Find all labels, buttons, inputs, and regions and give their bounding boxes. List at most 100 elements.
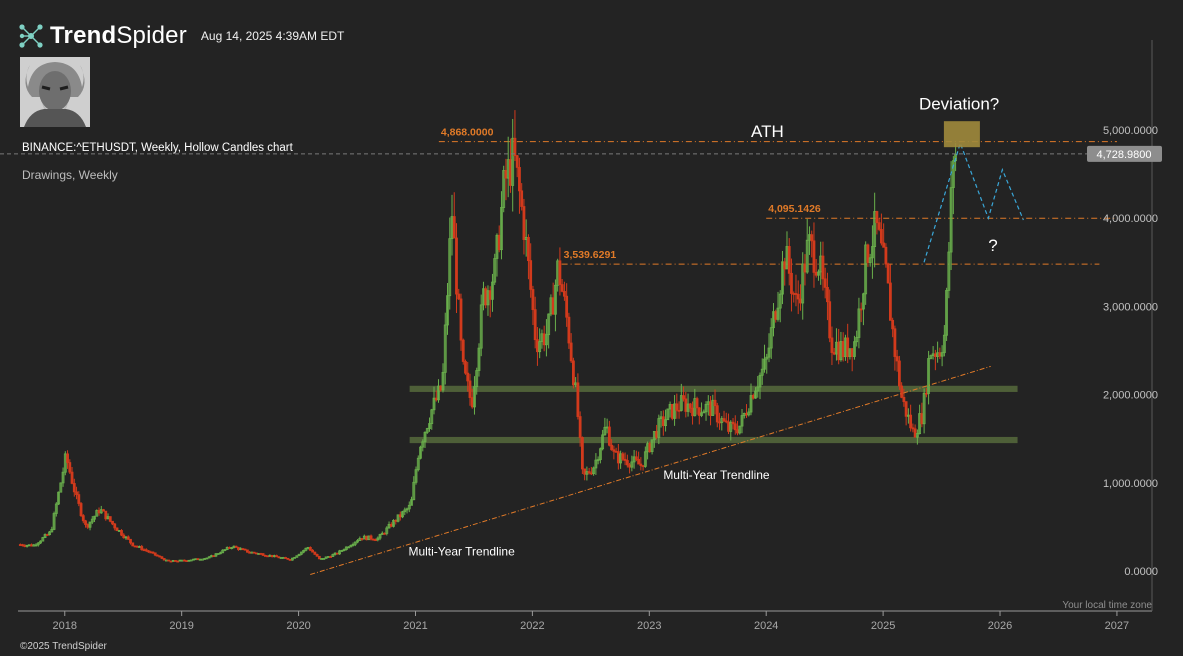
candle-body: [475, 370, 479, 388]
x-tick-label: 2020: [286, 620, 310, 632]
candle-body: [140, 546, 144, 551]
candle-body: [778, 293, 782, 309]
timezone-label: Your local time zone: [1062, 600, 1152, 611]
candle-body: [488, 290, 492, 300]
candle-body: [81, 515, 85, 522]
candle-body: [862, 293, 865, 310]
candle-body: [886, 263, 890, 284]
candle-body: [144, 549, 148, 552]
axes: 2018 2019 2020 2021 2022 2023 2024 2025 2026 2027…: [0, 40, 1162, 632]
candle-body: [376, 537, 380, 541]
candle-body: [531, 289, 535, 311]
candle-body: [68, 462, 72, 473]
candle-body: [347, 546, 350, 549]
candle-body: [349, 545, 353, 548]
candle-body: [643, 451, 647, 467]
candle-body: [329, 556, 332, 558]
candle-body: [493, 258, 497, 283]
candle-body: [929, 355, 933, 359]
candle-body: [165, 559, 168, 562]
candle-body: [794, 293, 798, 295]
candle-body: [371, 538, 375, 541]
candle-body: [850, 348, 854, 357]
candle-body: [50, 529, 54, 533]
candle-body: [479, 304, 483, 349]
candle-body: [374, 539, 377, 542]
candle-body: [180, 559, 184, 562]
candle-body: [419, 446, 422, 459]
candle-body: [61, 471, 65, 484]
candle-body: [369, 535, 373, 540]
candle-body: [783, 261, 787, 270]
y-tick-label: 3,000.0000: [1103, 301, 1158, 313]
candle-body: [54, 503, 58, 514]
candle-body: [299, 551, 303, 555]
candle-body: [796, 293, 800, 300]
candle-body: [156, 554, 159, 557]
candle-body: [284, 557, 288, 559]
candle-body: [913, 428, 917, 438]
candle-body: [515, 155, 519, 168]
candle-body: [504, 170, 508, 179]
candle-body: [425, 428, 429, 433]
candle-body: [167, 559, 171, 562]
candle-body: [162, 558, 166, 561]
candle-body: [277, 556, 281, 559]
candles: [18, 110, 957, 563]
candle-body: [446, 295, 449, 326]
candle-body: [718, 421, 721, 424]
candle-body: [279, 557, 283, 559]
candle-body: [246, 549, 249, 553]
candle-body: [385, 527, 389, 534]
candle-body: [135, 545, 139, 548]
candle-body: [637, 458, 640, 465]
candle-body: [596, 459, 600, 462]
candle-body: [749, 395, 753, 413]
candle-body: [578, 416, 582, 438]
candle-body: [77, 494, 81, 504]
candle-body: [722, 418, 726, 422]
y-tick-label: 1,000.0000: [1103, 478, 1158, 490]
candle-body: [551, 297, 555, 315]
deviation-box: [943, 121, 980, 148]
candle-body: [293, 556, 297, 559]
projection-line: [923, 141, 1024, 263]
candle-body: [747, 411, 751, 416]
candle-body: [614, 450, 618, 453]
candle-body: [281, 557, 285, 559]
candle-body: [920, 413, 924, 425]
candle-body: [518, 167, 521, 192]
candle-body: [308, 546, 312, 551]
candle-body: [331, 554, 335, 557]
candle-body: [176, 560, 180, 563]
candle-body: [603, 426, 607, 436]
candle-body: [754, 390, 757, 399]
candle-body: [452, 216, 456, 239]
candle-body: [185, 560, 189, 562]
candle-body: [951, 160, 955, 189]
candle-body: [691, 407, 694, 417]
y-tick-label: 0.0000: [1124, 566, 1158, 578]
candle-body: [877, 222, 881, 230]
candle-body: [410, 499, 413, 506]
ath-label: ATH: [751, 122, 784, 141]
candle-body: [812, 240, 816, 273]
candle-body: [740, 415, 744, 427]
candle-body: [677, 409, 681, 412]
candle-body: [383, 532, 386, 535]
candle-body: [497, 234, 501, 251]
brand-name: TrendSpider: [50, 22, 187, 50]
candle-body: [684, 398, 688, 412]
candle-body: [392, 519, 395, 527]
candle-body: [769, 327, 773, 349]
candle-body: [751, 395, 755, 399]
candle-body: [801, 263, 805, 304]
annotations: Deviation? ATH? Multi-Year Trendline Multi-…: [408, 95, 999, 559]
candle-body: [922, 392, 926, 425]
candle-body: [607, 426, 611, 446]
candle-body: [122, 534, 126, 539]
candle-body: [758, 374, 762, 388]
candle-body: [522, 206, 526, 240]
candle-body: [223, 549, 227, 551]
